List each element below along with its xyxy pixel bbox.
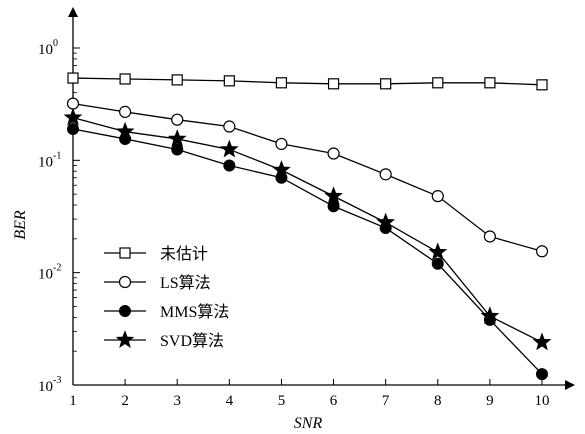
x-tick-label: 5 [278,393,286,409]
data-point [379,168,392,181]
data-point [483,230,496,243]
data-point [428,242,448,261]
data-point [219,139,239,158]
legend-marker [119,247,131,259]
legend-label: MMS算法 [160,302,229,321]
data-point [275,137,288,151]
legend-marker [118,275,132,289]
data-point [327,78,340,90]
legend-label: 未估计 [160,245,208,263]
data-point [484,77,496,89]
y-tick-label: 10-1 [38,150,61,170]
series-line [72,116,543,343]
data-point [119,105,132,118]
x-tick-label: 3 [173,393,181,409]
data-point [115,121,135,140]
data-point [171,113,184,126]
legend-marker [119,305,131,317]
series-4 [63,107,552,351]
data-point [324,186,343,205]
data-point [272,160,291,178]
x-tick-label: 9 [486,393,494,409]
data-point [535,245,549,258]
data-point [171,74,183,86]
data-point [536,79,548,91]
x-axis-title: SNR [294,415,323,432]
series-2 [66,97,549,258]
x-tick-label: 2 [121,393,129,409]
data-point [223,120,236,133]
series-layer [63,72,552,381]
data-point [119,73,131,85]
data-point [536,368,548,381]
data-point [67,123,79,136]
data-point [171,143,184,156]
legend-item: MMS算法 [104,302,229,321]
x-tick-label: 7 [382,393,390,409]
x-tick-label: 6 [330,393,338,409]
legend-item: 未估计 [104,245,208,263]
data-point [67,72,79,84]
series-3 [67,123,548,381]
legend-item: LS算法 [104,273,211,292]
axes [68,7,575,390]
legend-marker [115,330,135,348]
data-point [223,159,236,172]
x-tick-label: 1 [69,393,77,409]
series-1 [67,72,548,91]
ticks: 1 2 3 4 5 6 7 8 9 10 100 10-1 10-2 10-3 [38,38,550,409]
data-point [327,200,340,213]
legend-label: SVD算法 [160,331,224,350]
y-tick-label: 10-3 [38,375,61,395]
y-axis-title: BER [12,210,29,240]
data-point [376,212,396,231]
data-point [223,75,235,87]
y-tick-label: 10-2 [38,263,61,283]
data-point [380,78,392,90]
x-tick-label: 4 [226,393,234,409]
data-point [167,129,187,147]
series-line [72,128,543,375]
series-line [72,102,543,252]
data-point [275,77,288,89]
data-point [431,190,444,203]
data-point [480,306,500,325]
data-point [431,257,444,270]
data-point [327,147,340,160]
x-tick-label: 8 [434,393,442,409]
legend-label: LS算法 [160,273,211,292]
x-tick-label: 10 [535,393,550,409]
legend: 未估计 LS算法 MMS算法 SVD算法 [104,245,229,350]
legend-item: SVD算法 [104,330,224,350]
series-line [72,77,543,86]
data-point [532,332,552,351]
data-point [432,77,444,89]
data-point [66,97,80,110]
y-tick-label: 100 [38,38,58,58]
data-point [63,107,83,126]
